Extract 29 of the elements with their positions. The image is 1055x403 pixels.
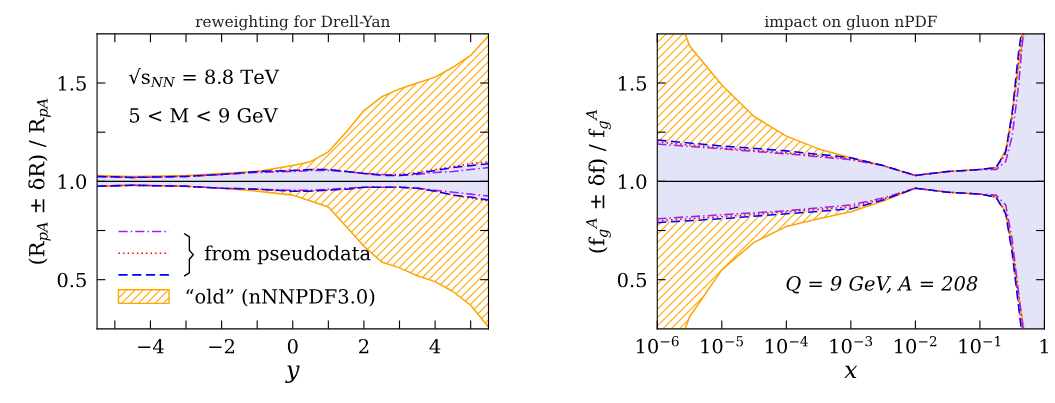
y-axis-title: (R$_{pA}$ ± δR) / R$_{pA}$ [28, 98, 51, 264]
y-tick-label: 1.5 [618, 75, 647, 91]
legend-label: “old” (nNNPDF3.0) [186, 288, 375, 307]
x-axis-title: y [285, 365, 300, 384]
annotation: Q = 9 GeV, A = 208 [786, 276, 978, 294]
x-tick-label: 0 [287, 338, 298, 354]
y-tick-label: 1.5 [58, 75, 86, 91]
annotation: from pseudodata [204, 245, 371, 265]
y-tick-label: 0.5 [617, 272, 647, 288]
annotation: 5 < M < 9 GeV [130, 107, 278, 123]
x-axis-title: x [844, 365, 858, 379]
x-tick-label: 1 [1040, 338, 1048, 354]
y-tick-label: 0.5 [57, 272, 86, 288]
x-tick-label: 10$^{−1}$ [959, 336, 1001, 354]
x-tick-label: −2 [209, 338, 235, 354]
x-tick-label: 10$^{−5}$ [701, 336, 743, 354]
x-tick-label: 10$^{−2}$ [895, 336, 937, 354]
chart-title: impact on gluon nPDF [764, 15, 937, 31]
y-tick-label: 1.0 [58, 174, 87, 190]
annotation: √s$_{NN}$ = 8.8 TeV [128, 68, 280, 88]
x-tick-label: 10$^{−3}$ [830, 336, 873, 354]
y-tick-label: 1.0 [618, 174, 647, 190]
x-tick-label: 2 [359, 338, 369, 354]
x-tick-label: −4 [138, 338, 164, 354]
x-tick-label: 10$^{−6}$ [636, 336, 679, 354]
x-tick-label: 10$^{−4}$ [765, 336, 808, 354]
x-tick-label: 4 [429, 338, 441, 354]
y-axis-title: (f$_{g}$$^{A}$ ± δf) / f$_{g}$$^{A}$ [586, 109, 611, 253]
chart-title: reweighting for Drell-Yan [195, 15, 390, 31]
